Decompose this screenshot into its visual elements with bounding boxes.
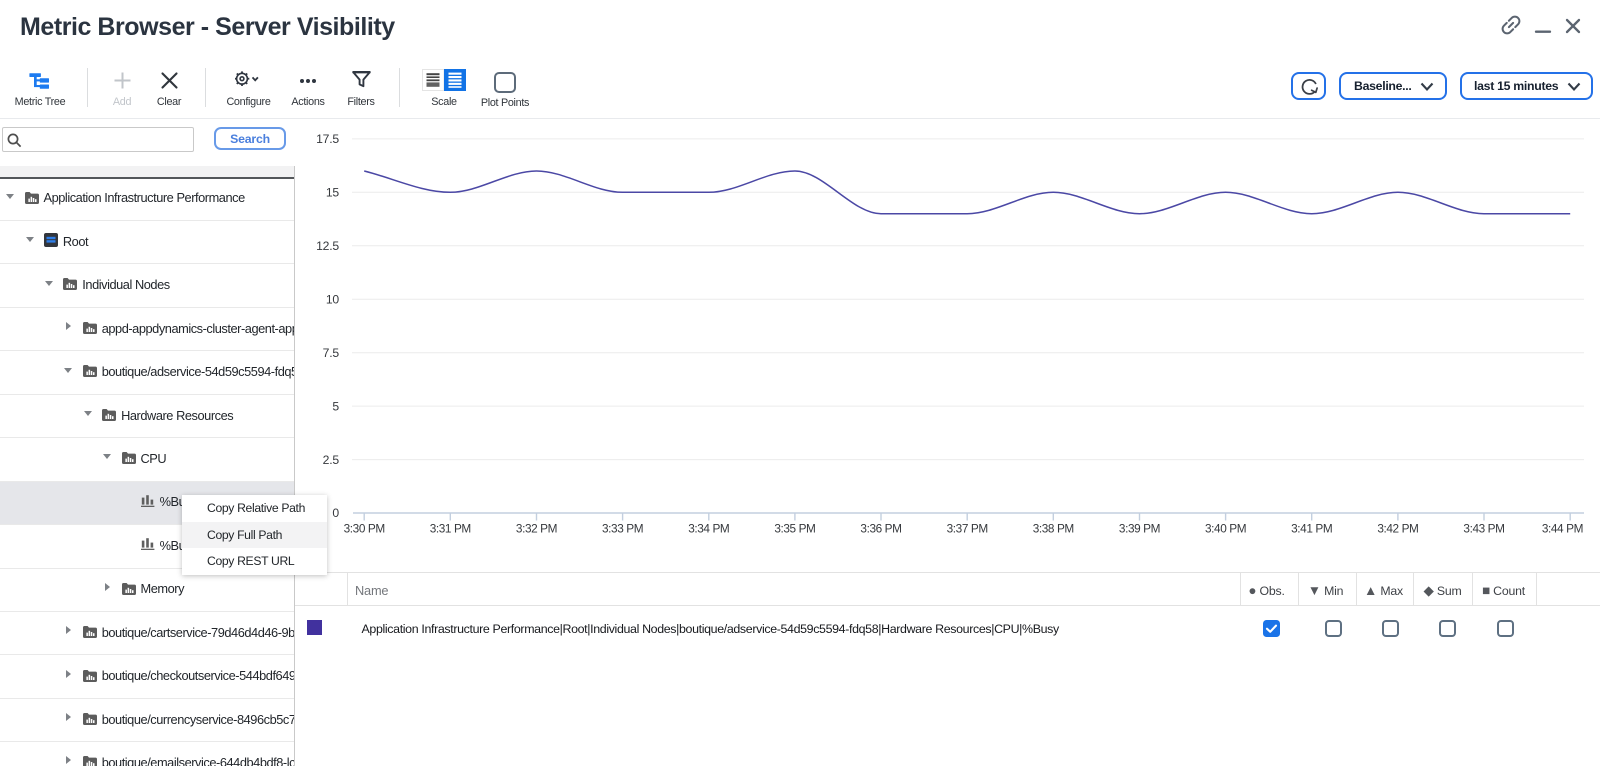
svg-text:3:35 PM: 3:35 PM: [774, 522, 815, 536]
svg-text:2.5: 2.5: [323, 453, 340, 467]
svg-text:10: 10: [326, 292, 340, 306]
svg-text:15: 15: [326, 186, 340, 200]
svg-text:7.5: 7.5: [323, 346, 340, 360]
svg-text:3:33 PM: 3:33 PM: [602, 522, 643, 536]
svg-text:5: 5: [332, 399, 339, 413]
svg-text:3:30 PM: 3:30 PM: [344, 522, 385, 536]
svg-text:3:42 PM: 3:42 PM: [1377, 522, 1418, 536]
svg-text:3:44 PM: 3:44 PM: [1542, 522, 1583, 536]
svg-text:3:31 PM: 3:31 PM: [430, 522, 471, 536]
svg-text:3:32 PM: 3:32 PM: [516, 522, 557, 536]
svg-text:3:39 PM: 3:39 PM: [1119, 522, 1160, 536]
svg-text:17.5: 17.5: [316, 132, 339, 146]
svg-text:3:40 PM: 3:40 PM: [1205, 522, 1246, 536]
svg-text:3:34 PM: 3:34 PM: [688, 522, 729, 536]
svg-text:3:36 PM: 3:36 PM: [860, 522, 901, 536]
svg-text:3:43 PM: 3:43 PM: [1463, 522, 1504, 536]
svg-text:12.5: 12.5: [316, 239, 339, 253]
svg-text:3:41 PM: 3:41 PM: [1291, 522, 1332, 536]
svg-text:3:38 PM: 3:38 PM: [1033, 522, 1074, 536]
svg-text:3:37 PM: 3:37 PM: [947, 522, 988, 536]
svg-text:0: 0: [332, 506, 339, 520]
